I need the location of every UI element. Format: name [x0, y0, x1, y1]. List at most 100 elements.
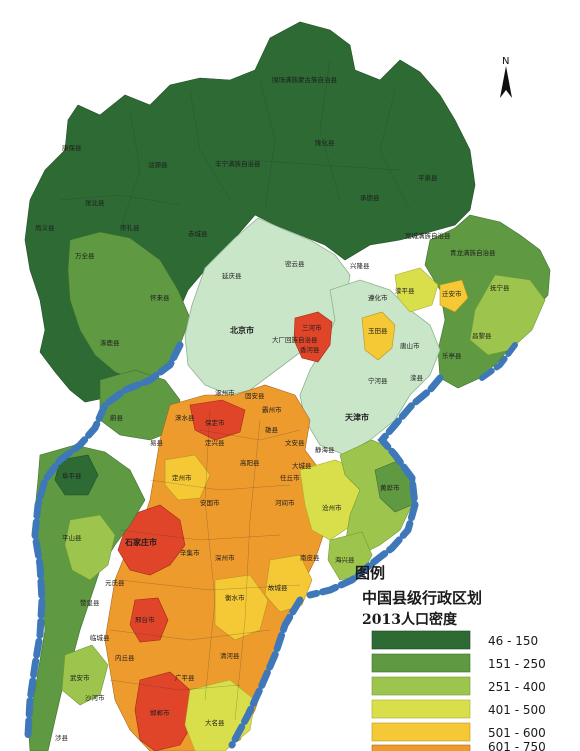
- label-qianan: 迁安市: [442, 289, 462, 298]
- western-border: [24, 341, 184, 739]
- label-hejian: 河间市: [275, 498, 295, 507]
- region-west-light: [64, 514, 116, 581]
- label-shenzhou: 深州市: [215, 553, 235, 562]
- label-shahe: 沙河市: [85, 693, 105, 702]
- label-yu: 蔚县: [110, 413, 124, 422]
- place-labels: 围场满族蒙古族自治县 康保县 沽源县 丰宁满族自治县 隆化县 平泉县 承德县 尚…: [35, 75, 510, 742]
- region-dingzhou-yellow: [164, 454, 211, 501]
- label-longhua: 隆化县: [315, 138, 335, 147]
- legend-swatch-0: [371, 630, 471, 650]
- north-arrow: N: [500, 56, 512, 98]
- legend-swatch-1: [371, 653, 471, 673]
- legend-heading-main: 图例: [355, 564, 385, 582]
- label-huanghua: 黄骅市: [380, 483, 400, 492]
- label-wenan: 文安县: [285, 438, 305, 447]
- label-zanhuang: 赞皇县: [80, 598, 100, 607]
- label-kuancheng: 宽城满族自治县: [405, 231, 451, 240]
- legend-swatch-2: [371, 676, 471, 696]
- label-zhangbei: 张北县: [85, 198, 105, 207]
- label-lincheng: 临城县: [90, 633, 110, 642]
- label-wuan: 武安市: [70, 673, 90, 682]
- label-huailai: 怀来县: [150, 293, 170, 302]
- label-jinghai: 静海县: [315, 445, 335, 454]
- north-arrow-label: N: [502, 56, 509, 67]
- region-sanhe-red: [293, 311, 333, 363]
- region-shexian: [61, 644, 109, 706]
- region-baoding-red: [189, 399, 246, 441]
- label-huaian: 万全县: [75, 251, 95, 260]
- label-haixing: 海兴县: [335, 555, 355, 564]
- label-xingtai: 邢台市: [135, 615, 155, 624]
- label-xianghe: 香河县: [300, 345, 320, 354]
- label-baoding: 保定市: [205, 418, 225, 427]
- label-yi: 易县: [150, 439, 164, 447]
- legend-heading-title: 中国县级行政区划: [362, 589, 482, 607]
- label-handan: 邯郸市: [150, 708, 170, 717]
- label-dachang: 大厂回族自治县: [272, 335, 318, 344]
- label-neiqiu: 内丘县: [115, 653, 135, 662]
- region-fuping-dark: [54, 454, 99, 496]
- north-arrow-icon: [500, 66, 512, 98]
- label-chicheng: 赤城县: [188, 230, 208, 238]
- label-bazhou: 霸州市: [262, 405, 282, 414]
- region-zunhua-lime: [394, 267, 439, 313]
- legend-swatch-3: [371, 699, 471, 719]
- legend-range-2: 251 - 400: [488, 680, 546, 694]
- label-gaoyang: 高阳县: [240, 458, 260, 467]
- legend-range-0: 46 - 150: [488, 634, 538, 648]
- label-zhuolu: 涿鹿县: [100, 338, 120, 347]
- label-changli: 昌黎县: [472, 331, 492, 340]
- label-luanxian: 滦县: [410, 373, 424, 382]
- legend-range-4: 501 - 600: [488, 726, 546, 740]
- legend-swatch-4: [371, 722, 471, 742]
- label-shangyi: 尚义县: [35, 223, 55, 232]
- bohai-coastline: [306, 374, 444, 599]
- legend-heading-subtitle: 2013人口密度: [362, 611, 458, 628]
- label-shijiazhuang: 石家庄市: [124, 537, 157, 547]
- label-gu_an: 固安县: [245, 391, 265, 400]
- southeast-border: [228, 596, 304, 749]
- legend: 图例 中国县级行政区划 2013人口密度 46 - 150 151 - 250 …: [355, 564, 546, 751]
- label-renqiu: 任丘市: [280, 473, 300, 482]
- label-yanqing: 延庆县: [222, 271, 242, 280]
- label-miyun: 密云县: [285, 259, 305, 268]
- label-tangshan: 唐山市: [400, 341, 420, 350]
- region-handan-red: [134, 671, 196, 751]
- label-dingxing: 定兴县: [205, 438, 225, 447]
- label-daming: 大名县: [205, 718, 225, 727]
- label-kangbao: 康保县: [62, 143, 82, 152]
- legend-range-1: 151 - 250: [488, 657, 546, 671]
- label-qinghe: 清河县: [220, 651, 240, 660]
- north-coast-border: [479, 342, 518, 381]
- label-gucheng: 故城县: [268, 583, 288, 592]
- region-xingtai-red: [129, 597, 169, 643]
- legend-range-3: 401 - 500: [488, 703, 546, 717]
- label-dingzhou: 定州市: [172, 473, 192, 482]
- label-sanhe: 三河市: [302, 323, 322, 332]
- legend-range-5: 601 - 750: [488, 740, 546, 751]
- label-tianjin: 天津市: [345, 412, 369, 422]
- region-shijiazhuang-red: [117, 504, 186, 576]
- label-xinglong: 兴隆县: [350, 261, 370, 270]
- label-leting: 乐亭县: [442, 351, 462, 360]
- label-chongli: 崇礼县: [120, 223, 140, 232]
- label-gubei: 沽源县: [148, 160, 168, 169]
- label-laishui: 涞水县: [175, 413, 195, 422]
- label-pingshan: 平山县: [62, 533, 82, 542]
- label-xiong: 雄县: [265, 425, 279, 434]
- label-zhuozhou: 涿州市: [215, 388, 235, 397]
- label-hengshui: 衡水市: [225, 593, 245, 602]
- label-beijing: 北京市: [230, 325, 254, 335]
- label-funing: 抚宁县: [490, 283, 510, 292]
- label-luanping: 滦平县: [395, 286, 415, 295]
- label-fengning: 丰宁满族自治县: [215, 159, 261, 168]
- region-qianan-yellow: [439, 279, 469, 313]
- region-hengshui-yellow: [214, 574, 269, 641]
- label-yutian: 玉田县: [368, 327, 388, 335]
- label-zunhua: 遵化市: [368, 293, 388, 302]
- label-anguo: 安国市: [200, 498, 220, 507]
- label-guangping: 广平县: [175, 673, 195, 682]
- label-yuanshi: 元氏县: [105, 578, 125, 587]
- label-fuping: 阜平县: [62, 471, 82, 480]
